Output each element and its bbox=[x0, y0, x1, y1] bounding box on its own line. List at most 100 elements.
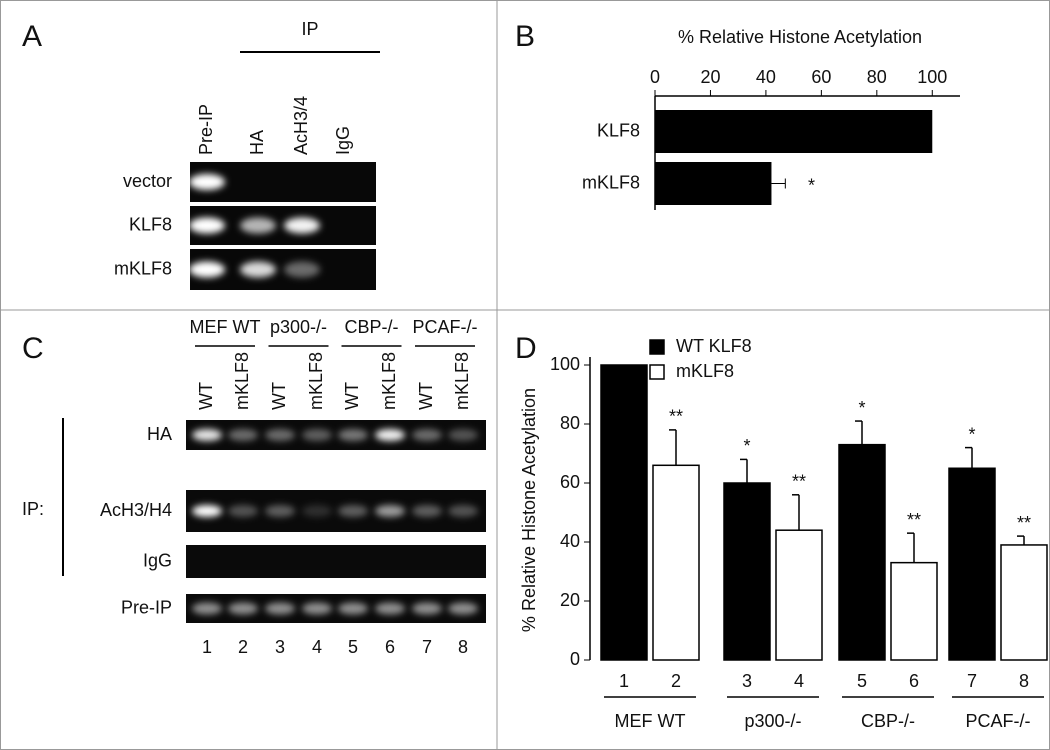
lane-label: mKLF8 bbox=[306, 352, 326, 410]
bar bbox=[838, 443, 886, 661]
panel-label: B bbox=[515, 20, 535, 53]
gel-band bbox=[375, 602, 405, 615]
gel-band bbox=[412, 505, 442, 517]
group-label: MEF WT bbox=[615, 711, 686, 731]
gel-lane-strip bbox=[186, 545, 486, 578]
lane-label: HA bbox=[247, 130, 267, 155]
gel-band bbox=[302, 505, 332, 517]
significance: ** bbox=[1017, 513, 1031, 533]
group-label: p300-/- bbox=[744, 711, 801, 731]
y-tick-label: 0 bbox=[570, 649, 580, 669]
group-label: PCAF-/- bbox=[966, 711, 1031, 731]
lane-number: 5 bbox=[348, 637, 358, 657]
chart-title: % Relative Histone Acetylation bbox=[678, 27, 922, 47]
significance: * bbox=[858, 398, 865, 418]
gel-band bbox=[189, 217, 225, 234]
panel-label: C bbox=[22, 332, 44, 365]
gel-band bbox=[192, 602, 222, 615]
bar bbox=[775, 529, 823, 661]
gel-band bbox=[302, 429, 332, 441]
bar bbox=[723, 482, 771, 661]
gel-band bbox=[189, 174, 225, 190]
gel-band bbox=[240, 261, 276, 278]
gel-band bbox=[448, 602, 478, 615]
gel-band bbox=[284, 217, 320, 234]
lane-label: WT bbox=[196, 382, 216, 410]
panel-label: D bbox=[515, 332, 537, 365]
row-label: AcH3/H4 bbox=[100, 500, 172, 520]
lane-number: 7 bbox=[967, 671, 977, 691]
group-label: MEF WT bbox=[190, 317, 261, 337]
significance: ** bbox=[792, 472, 806, 492]
gel-band bbox=[265, 505, 295, 517]
gel-band bbox=[228, 429, 258, 441]
lane-number: 6 bbox=[909, 671, 919, 691]
gel-band bbox=[412, 602, 442, 615]
significance: ** bbox=[907, 510, 921, 530]
gel-band bbox=[228, 505, 258, 517]
row-label: IgG bbox=[143, 550, 172, 570]
bar bbox=[600, 364, 648, 661]
legend-swatch bbox=[649, 364, 665, 380]
bar bbox=[655, 162, 772, 205]
significance: * bbox=[743, 436, 750, 456]
lane-label: WT bbox=[269, 382, 289, 410]
lane-number: 7 bbox=[422, 637, 432, 657]
bar bbox=[1000, 544, 1048, 661]
y-tick-label: 80 bbox=[560, 413, 580, 433]
significance: * bbox=[968, 424, 975, 444]
row-label: HA bbox=[147, 424, 172, 444]
x-tick-label: 0 bbox=[650, 67, 660, 87]
lane-label: mKLF8 bbox=[232, 352, 252, 410]
y-tick-label: 40 bbox=[560, 531, 580, 551]
gel-band bbox=[338, 429, 368, 441]
row-label: mKLF8 bbox=[114, 258, 172, 278]
ip-header: IP bbox=[301, 19, 318, 39]
lane-label: mKLF8 bbox=[379, 352, 399, 410]
gel-band bbox=[192, 505, 222, 517]
x-tick-label: 100 bbox=[917, 67, 947, 87]
gel-band bbox=[302, 602, 332, 615]
gel-band bbox=[228, 602, 258, 615]
gel-band bbox=[338, 602, 368, 615]
lane-number: 2 bbox=[238, 637, 248, 657]
lane-label: IgG bbox=[333, 126, 353, 155]
y-tick-label: 100 bbox=[550, 354, 580, 374]
lane-label: WT bbox=[416, 382, 436, 410]
group-label: CBP-/- bbox=[345, 317, 399, 337]
legend-label: mKLF8 bbox=[676, 361, 734, 381]
bar bbox=[652, 464, 700, 661]
ip-label: IP: bbox=[22, 499, 44, 519]
y-tick-label: 20 bbox=[560, 590, 580, 610]
y-tick-label: 60 bbox=[560, 472, 580, 492]
gel-band bbox=[265, 602, 295, 615]
row-label: Pre-IP bbox=[121, 597, 172, 617]
bar bbox=[948, 467, 996, 661]
panel-label: A bbox=[22, 20, 42, 53]
gel-band bbox=[192, 429, 222, 441]
lane-label: Pre-IP bbox=[196, 104, 216, 155]
y-tick-label: KLF8 bbox=[597, 120, 640, 140]
lane-number: 1 bbox=[619, 671, 629, 691]
lane-number: 4 bbox=[312, 637, 322, 657]
x-tick-label: 20 bbox=[700, 67, 720, 87]
x-tick-label: 40 bbox=[756, 67, 776, 87]
gel-band bbox=[412, 429, 442, 441]
lane-number: 4 bbox=[794, 671, 804, 691]
lane-number: 1 bbox=[202, 637, 212, 657]
y-axis-label: % Relative Histone Acetylation bbox=[519, 388, 539, 632]
group-label: p300-/- bbox=[270, 317, 327, 337]
gel-band bbox=[189, 261, 225, 278]
x-tick-label: 80 bbox=[867, 67, 887, 87]
x-tick-label: 60 bbox=[811, 67, 831, 87]
gel-band bbox=[375, 505, 405, 517]
gel-band bbox=[338, 505, 368, 517]
gel-band bbox=[448, 505, 478, 517]
lane-label: mKLF8 bbox=[452, 352, 472, 410]
lane-number: 3 bbox=[275, 637, 285, 657]
significance: ** bbox=[669, 407, 683, 427]
significance: * bbox=[808, 175, 815, 195]
lane-number: 2 bbox=[671, 671, 681, 691]
lane-number: 5 bbox=[857, 671, 867, 691]
